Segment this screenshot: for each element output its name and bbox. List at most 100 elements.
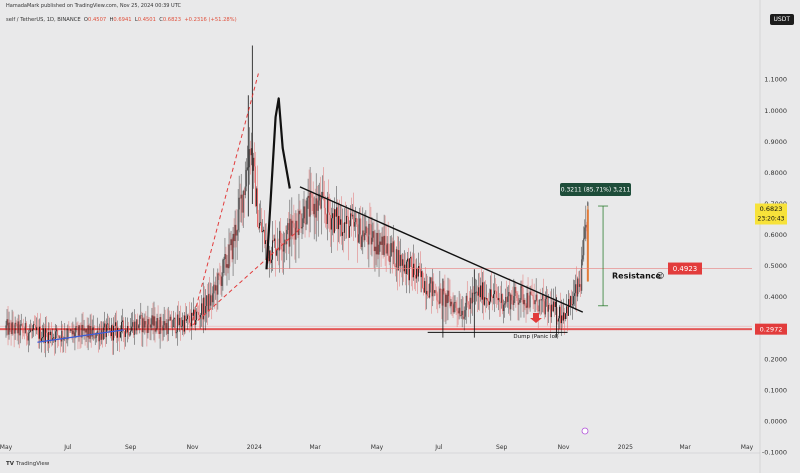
candle-body [129, 334, 131, 336]
candle-body [377, 232, 379, 255]
candle-body [124, 331, 126, 337]
descending-trendline[interactable] [299, 186, 584, 313]
candle-body [334, 209, 335, 233]
candle-body [240, 194, 242, 199]
current-price-box [755, 203, 787, 225]
candle-body [478, 287, 480, 298]
candle-body [272, 240, 273, 260]
candle-body [541, 294, 543, 300]
early-uptrend-line[interactable] [37, 329, 124, 343]
candle-body [317, 200, 319, 211]
candle-body [100, 330, 102, 340]
candle-body [123, 320, 124, 332]
candle-body [419, 266, 420, 270]
candle-body [440, 288, 442, 290]
x-tick-label: May [371, 444, 384, 451]
candle-body [448, 290, 450, 297]
candle-body [121, 321, 122, 332]
candle-body [69, 330, 71, 332]
candle-body [99, 332, 101, 340]
candle-body [148, 319, 150, 325]
candle-body [278, 248, 280, 251]
candle-body [25, 323, 27, 336]
lower-dashed-line[interactable] [192, 228, 301, 326]
candle-body [222, 259, 224, 277]
candle-body [543, 301, 545, 315]
x-tick-label: Jul [63, 444, 72, 451]
event-marker-icon[interactable] [581, 427, 589, 435]
candle-body [7, 319, 9, 335]
symbol-name[interactable]: self / TetherUS, 1D, BINANCE [6, 17, 81, 23]
candle-body [180, 326, 182, 327]
candle-body [305, 223, 307, 225]
candle-body [445, 294, 447, 307]
candle-body [300, 213, 302, 229]
candle-body [311, 194, 313, 198]
candle-body [302, 218, 304, 227]
candle-body [520, 286, 522, 300]
candle-body [260, 222, 261, 223]
candle-body [74, 332, 76, 337]
candle-body [90, 325, 92, 337]
support-line[interactable] [0, 328, 752, 331]
candle-body [549, 305, 551, 318]
candle-body [106, 323, 108, 325]
candle-body [560, 306, 561, 324]
candle-body [187, 315, 188, 320]
candle-body [193, 309, 194, 316]
candle-body [585, 224, 587, 228]
candle-body [283, 244, 285, 252]
tradingview-footer: TV TradingView [6, 461, 49, 467]
candle-body [390, 243, 392, 257]
candle-body [128, 326, 130, 336]
candle-body [382, 236, 384, 255]
candle-body [460, 314, 462, 316]
candle-body [572, 304, 574, 306]
candle-body [499, 298, 501, 302]
candle-body [13, 329, 15, 334]
candle-body [154, 316, 156, 332]
candle-body [266, 240, 267, 241]
candle-body [57, 329, 59, 336]
hand-drawn-stroke[interactable] [265, 97, 291, 270]
candle-body [427, 290, 429, 296]
candle-body [184, 315, 185, 332]
candle-body [544, 298, 546, 315]
candle-body [363, 230, 365, 241]
candle-body [237, 209, 239, 231]
candle-body [372, 231, 374, 238]
parabolic-dashed-line[interactable] [192, 73, 259, 321]
candle-body [353, 214, 355, 227]
candle-body [284, 239, 286, 245]
candle-body [11, 322, 13, 334]
candle-body [361, 236, 363, 247]
currency-button[interactable]: USDT [769, 14, 794, 25]
candle-body [515, 287, 517, 294]
x-tick-label: May [0, 444, 13, 451]
candle-body [444, 291, 446, 307]
candle-body [79, 325, 81, 337]
candle-body [452, 304, 454, 313]
resistance-price-box [668, 262, 702, 275]
candle-body [235, 224, 237, 236]
candle-body [557, 319, 558, 322]
candle-body [122, 320, 123, 322]
candle-body [77, 327, 79, 336]
candle-body [138, 325, 140, 328]
breakout-candle[interactable] [586, 209, 589, 282]
candle-body [532, 295, 534, 300]
publisher-line: HamadaMark published on TradingView.com,… [6, 3, 181, 9]
candle-body [78, 325, 80, 336]
candle-body [418, 266, 419, 277]
candle-body [470, 297, 472, 304]
candle-body [194, 309, 195, 325]
candle-body [384, 235, 386, 246]
candle-body [264, 229, 265, 245]
y-tick-label: 0.6000 [764, 231, 787, 239]
candle-body [105, 324, 107, 338]
candle-body [375, 246, 377, 255]
candle-body [522, 287, 524, 305]
candle-body [477, 287, 479, 296]
